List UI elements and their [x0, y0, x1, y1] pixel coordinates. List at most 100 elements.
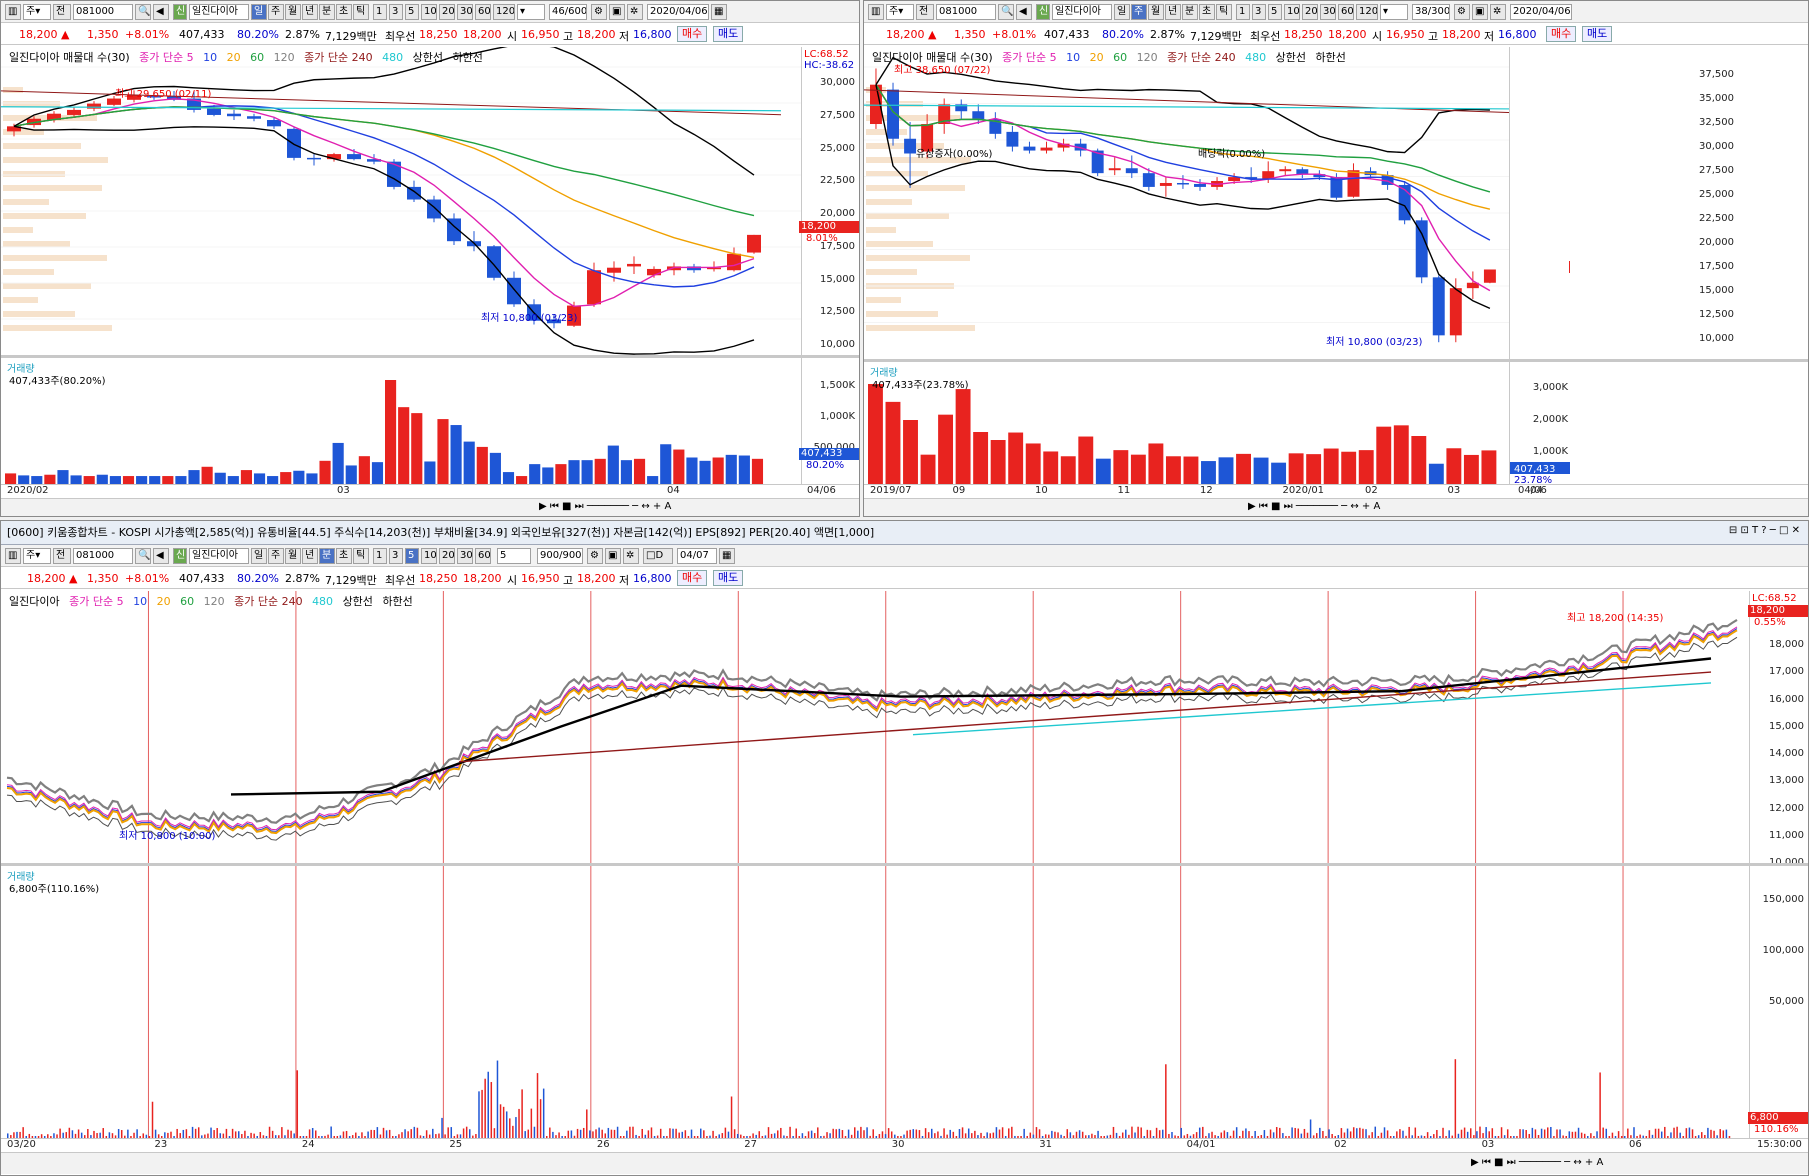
tab-tick[interactable]: 틱	[353, 548, 369, 564]
tab-second[interactable]: 초	[336, 548, 352, 564]
prev-button[interactable]: 전	[53, 4, 71, 20]
chart-type-icon[interactable]: ▥	[868, 4, 884, 20]
weekly-price-plot[interactable]: 37,500 35,000 32,500 30,000 27,500 25,000 22,5…	[864, 47, 1746, 359]
period-10[interactable]: 10	[1284, 4, 1300, 20]
tab-day[interactable]: 일	[251, 548, 267, 564]
count-field[interactable]: 900/900	[537, 548, 583, 564]
period-input[interactable]: ▾	[1380, 4, 1408, 20]
code-input[interactable]: 081000	[73, 4, 133, 20]
date-checkbox[interactable]: □D	[643, 548, 673, 564]
tab-year[interactable]: 년	[1165, 4, 1181, 20]
period-20[interactable]: 20	[439, 4, 455, 20]
tab-day[interactable]: 일	[251, 4, 267, 20]
speaker-icon[interactable]: ◀	[1016, 4, 1032, 20]
tab-week[interactable]: 주	[268, 548, 284, 564]
period-1[interactable]: 1	[373, 4, 387, 20]
settings-icon[interactable]: ⚙	[587, 548, 603, 564]
period-30[interactable]: 30	[1320, 4, 1336, 20]
gear-icon[interactable]: ✲	[623, 548, 639, 564]
period-120[interactable]: 120	[493, 4, 515, 20]
scroll-controls[interactable]: ▶ ⏮ ■ ⏭ ─────── ─ ↔ + A	[539, 501, 672, 512]
gear-icon[interactable]: ✲	[627, 4, 643, 20]
date-field[interactable]: 2020/04/06	[1510, 4, 1572, 20]
period-3[interactable]: 3	[389, 548, 403, 564]
save-icon[interactable]: ▣	[609, 4, 625, 20]
tab-year[interactable]: 년	[302, 4, 318, 20]
chart-type-icon[interactable]: ▥	[5, 4, 21, 20]
tab-week[interactable]: 주	[268, 4, 284, 20]
search-icon[interactable]: 🔍	[135, 4, 151, 20]
tab-minute[interactable]: 분	[1182, 4, 1198, 20]
search-icon[interactable]: 🔍	[135, 548, 151, 564]
period-5[interactable]: 5	[405, 548, 419, 564]
period-3[interactable]: 3	[389, 4, 403, 20]
period-5[interactable]: 5	[405, 4, 419, 20]
period-20[interactable]: 20	[439, 548, 455, 564]
date-field[interactable]: 04/07	[677, 548, 717, 564]
calendar-icon[interactable]: ▦	[719, 548, 735, 564]
tab-week[interactable]: 주	[1131, 4, 1147, 20]
period-10[interactable]: 10	[421, 4, 437, 20]
period-60[interactable]: 60	[475, 548, 491, 564]
window-controls[interactable]: ⊟ ⊡ T ? ─ □ ✕	[1728, 525, 1800, 536]
kind-select[interactable]: 주▾	[23, 4, 51, 20]
period-60[interactable]: 60	[1338, 4, 1354, 20]
kind-select[interactable]: 주▾	[23, 548, 51, 564]
minute-splitter[interactable]	[1, 863, 1808, 866]
gear-icon[interactable]: ✲	[1490, 4, 1506, 20]
scroll-controls[interactable]: ▶ ⏮ ■ ⏭ ─────── ─ ↔ + A	[1248, 501, 1381, 512]
period-30[interactable]: 30	[457, 548, 473, 564]
sell-button[interactable]: 매도	[713, 26, 744, 42]
buy-button[interactable]: 매수	[677, 570, 708, 586]
tab-second[interactable]: 초	[1199, 4, 1215, 20]
tab-minute[interactable]: 분	[319, 548, 335, 564]
period-60[interactable]: 60	[475, 4, 491, 20]
period-3[interactable]: 3	[1252, 4, 1266, 20]
minute-volume-plot[interactable]: 거래량 6,800주(110.16%)	[1, 866, 1749, 1138]
speaker-icon[interactable]: ◀	[153, 548, 169, 564]
speaker-icon[interactable]: ◀	[153, 4, 169, 20]
period-30[interactable]: 30	[457, 4, 473, 20]
count-field[interactable]: 38/300	[1412, 4, 1450, 20]
sell-button[interactable]: 매도	[713, 570, 744, 586]
tab-minute[interactable]: 분	[319, 4, 335, 20]
tab-tick[interactable]: 틱	[1216, 4, 1232, 20]
tab-day[interactable]: 일	[1114, 4, 1130, 20]
scroll-controls[interactable]: ▶ ⏮ ■ ⏭ ─────── ─ ↔ + A	[1471, 1157, 1604, 1168]
prev-button[interactable]: 전	[916, 4, 934, 20]
minute-scrollbar[interactable]: ▶ ⏮ ■ ⏭ ─────── ─ ↔ + A	[1, 1152, 1808, 1174]
weekly-volume-plot[interactable]: 3,000K 2,000K 1,000K 407,433 23.78% 거래량 407,…	[864, 362, 1746, 484]
buy-button[interactable]: 매수	[1546, 26, 1577, 42]
sell-button[interactable]: 매도	[1582, 26, 1613, 42]
minute-price-plot[interactable]: 일진다이아 종가 단순 5 10 20 60 120 종가 단순 240 480…	[1, 591, 1749, 863]
settings-icon[interactable]: ⚙	[1454, 4, 1470, 20]
daily-splitter[interactable]	[1, 355, 859, 358]
period-20[interactable]: 20	[1302, 4, 1318, 20]
tab-second[interactable]: 초	[336, 4, 352, 20]
code-input[interactable]: 081000	[936, 4, 996, 20]
buy-button[interactable]: 매수	[677, 26, 708, 42]
code-input[interactable]: 081000	[73, 548, 133, 564]
tab-tick[interactable]: 틱	[353, 4, 369, 20]
period-5[interactable]: 5	[1268, 4, 1282, 20]
period-input[interactable]: ▾	[517, 4, 545, 20]
weekly-splitter[interactable]	[864, 359, 1808, 362]
tab-month[interactable]: 월	[285, 548, 301, 564]
daily-scrollbar[interactable]: ▶ ⏮ ■ ⏭ ─────── ─ ↔ + A	[1, 498, 859, 516]
tab-month[interactable]: 월	[285, 4, 301, 20]
daily-price-plot[interactable]: 일진다이아 매물대 수(30) 종가 단순 5 10 20 60 120 종가 …	[1, 47, 801, 355]
date-field[interactable]: 2020/04/06	[647, 4, 709, 20]
calendar-icon[interactable]: ▦	[711, 4, 727, 20]
save-icon[interactable]: ▣	[605, 548, 621, 564]
count-field[interactable]: 46/600	[549, 4, 587, 20]
prev-button[interactable]: 전	[53, 548, 71, 564]
daily-volume-plot[interactable]: 거래량 407,433주(80.20%)	[1, 358, 801, 484]
period-1[interactable]: 1	[1236, 4, 1250, 20]
chart-type-icon[interactable]: ▥	[5, 548, 21, 564]
period-10[interactable]: 10	[421, 548, 437, 564]
settings-icon[interactable]: ⚙	[591, 4, 607, 20]
period-1[interactable]: 1	[373, 548, 387, 564]
min-value-input[interactable]: 5	[497, 548, 531, 564]
period-120[interactable]: 120	[1356, 4, 1378, 20]
search-icon[interactable]: 🔍	[998, 4, 1014, 20]
